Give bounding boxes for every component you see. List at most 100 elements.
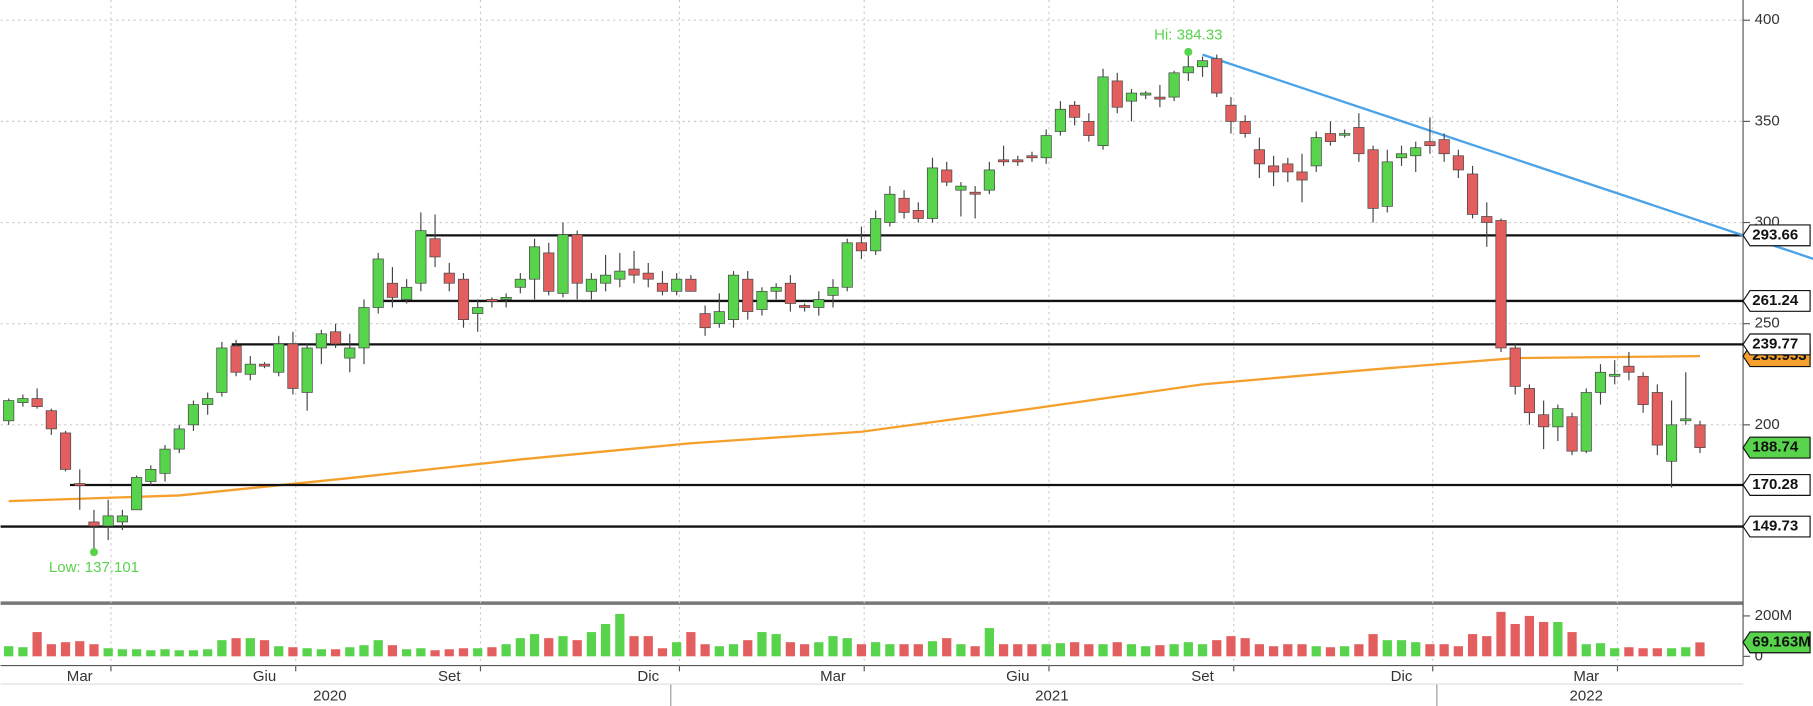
- candle-body: [1296, 171, 1308, 181]
- candle-body: [571, 234, 583, 284]
- volume-bar: [515, 638, 525, 657]
- volume-bar: [785, 642, 795, 657]
- y-tick-label: 200: [1755, 416, 1780, 433]
- last-price-label-box: [1742, 436, 1811, 459]
- candle-body: [713, 311, 725, 325]
- volume-bar: [586, 632, 597, 657]
- x-tick-label: Mar: [1573, 668, 1599, 685]
- volume-bar: [757, 632, 767, 657]
- candle-body: [344, 347, 356, 359]
- candle-body: [1012, 159, 1024, 163]
- volume-bar: [274, 646, 284, 657]
- candle-body: [1481, 216, 1493, 223]
- candle-body: [756, 290, 768, 310]
- candle-body: [614, 270, 626, 280]
- candle-body: [1253, 149, 1265, 165]
- candle-body: [784, 282, 796, 304]
- candle-body: [1211, 58, 1223, 94]
- volume-bar: [529, 634, 540, 657]
- volume-bar: [203, 649, 213, 657]
- candle-body: [1623, 365, 1635, 373]
- volume-bar: [672, 642, 682, 657]
- candle-body: [315, 333, 327, 349]
- volume-bar: [956, 644, 966, 657]
- volume-bar: [1283, 644, 1293, 657]
- candle-body: [841, 242, 853, 288]
- extreme-label: Low: 137.101: [49, 559, 139, 576]
- y-tick-label: 250: [1755, 315, 1780, 332]
- candle-body: [898, 197, 910, 213]
- volume-bar: [970, 646, 980, 657]
- volume-bar: [1041, 644, 1051, 657]
- candle-body: [74, 483, 86, 486]
- volume-bar: [927, 641, 938, 657]
- volume-bar: [700, 644, 710, 657]
- candle-body: [955, 185, 967, 191]
- candle-body: [1310, 137, 1322, 167]
- y2-tick-label: 0: [1755, 647, 1763, 664]
- volume-bar: [686, 632, 696, 657]
- volume-bar: [1453, 646, 1463, 657]
- volume-bar: [998, 644, 1009, 657]
- volume-bar: [1070, 642, 1080, 657]
- candle-body: [799, 305, 811, 308]
- volume-bar: [1595, 643, 1606, 657]
- candle-body: [1154, 96, 1166, 100]
- candle-body: [1054, 108, 1066, 132]
- candle-body: [173, 428, 185, 450]
- volume-bar: [1396, 640, 1407, 657]
- volume-bar: [828, 636, 838, 657]
- candle-body: [699, 313, 711, 329]
- candle-body: [727, 274, 740, 320]
- volume-bar: [1155, 645, 1165, 657]
- volume-bar: [842, 638, 852, 657]
- volume-bar: [714, 646, 724, 657]
- volume-bar: [1695, 642, 1705, 657]
- candle-body: [529, 246, 541, 280]
- volume-bar: [856, 644, 867, 657]
- candle-body: [1395, 153, 1408, 159]
- level-label-box: [1742, 333, 1811, 356]
- volume-bar: [558, 636, 568, 657]
- volume-bar: [1169, 644, 1179, 657]
- volume-bar: [117, 649, 128, 657]
- volume-bar: [458, 648, 469, 657]
- candle-body: [685, 278, 697, 292]
- candle-body: [1694, 424, 1706, 448]
- candle-body: [870, 218, 882, 252]
- candle-body: [656, 282, 669, 292]
- candle-body: [1140, 92, 1152, 96]
- volume-bar: [1581, 644, 1591, 657]
- candle-body: [998, 159, 1010, 163]
- candle-body: [429, 238, 441, 258]
- volume-bar: [885, 644, 895, 657]
- volume-bar: [288, 647, 298, 657]
- candle-body: [102, 515, 114, 527]
- candle-body: [983, 169, 995, 191]
- candle-body: [926, 167, 939, 219]
- y-tick-label: 400: [1755, 11, 1780, 28]
- candle-body: [1538, 414, 1550, 428]
- volume-bar: [146, 650, 156, 657]
- candle-body: [600, 274, 612, 284]
- candle-body: [216, 347, 228, 393]
- volume-bar: [217, 640, 227, 657]
- candle-body: [1196, 60, 1209, 68]
- candle-body: [1182, 66, 1194, 74]
- volume-bar: [487, 647, 497, 657]
- candle-body: [1268, 165, 1280, 173]
- candle-body: [31, 398, 43, 407]
- candle-body: [1424, 141, 1436, 147]
- volume-bar: [1496, 611, 1506, 657]
- extreme-dot: [1184, 47, 1193, 56]
- volume-bar: [1027, 644, 1037, 657]
- candle-body: [1680, 418, 1692, 422]
- candle-body: [457, 278, 470, 320]
- level-label: 170.28: [1752, 476, 1798, 493]
- volume-bar: [1098, 644, 1108, 657]
- volume-bar: [1183, 642, 1193, 657]
- candle-body: [813, 299, 825, 308]
- volume-bar: [32, 632, 42, 657]
- candle-body: [88, 521, 100, 527]
- volume-bar: [728, 644, 739, 657]
